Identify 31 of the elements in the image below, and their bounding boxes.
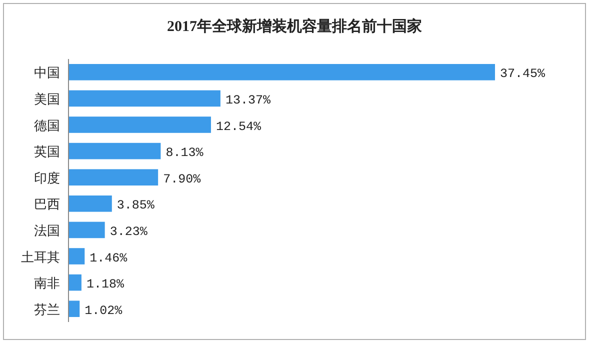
- data-label: 1.46%: [90, 251, 128, 266]
- y-tick-label: 巴西: [34, 198, 60, 213]
- data-label: 7.90%: [163, 172, 202, 186]
- bar: [68, 300, 80, 318]
- bar: [68, 195, 112, 212]
- data-label: 8.13%: [166, 146, 204, 160]
- data-label: 37.45%: [500, 67, 546, 82]
- bar: [68, 169, 158, 186]
- y-tick-label: 中国: [34, 66, 60, 82]
- y-tick-label: 美国: [34, 91, 60, 108]
- data-label: 13.37%: [225, 93, 271, 108]
- y-tick-label: 印度: [34, 170, 60, 186]
- data-label: 12.54%: [216, 120, 262, 134]
- data-label: 3.85%: [116, 198, 155, 213]
- y-tick-label: 德国: [34, 118, 60, 134]
- y-tick-label: 法国: [34, 224, 60, 239]
- bar: [68, 90, 220, 107]
- bar: [68, 64, 495, 80]
- y-tick-label: 南非: [34, 276, 60, 292]
- bar: [68, 142, 161, 160]
- chart-title: 2017年全球新增装机容量排名前十国家: [167, 17, 422, 35]
- data-label: 1.18%: [86, 278, 124, 292]
- y-tick-label: 英国: [34, 145, 60, 160]
- y-tick-label: 土耳其: [21, 250, 60, 266]
- data-label: 3.23%: [110, 224, 148, 239]
- bar: [68, 116, 211, 133]
- data-label: 1.02%: [84, 304, 123, 318]
- bar: [68, 248, 85, 264]
- bar: [68, 274, 82, 291]
- bar: [68, 222, 105, 238]
- y-tick-label: 芬兰: [34, 302, 60, 318]
